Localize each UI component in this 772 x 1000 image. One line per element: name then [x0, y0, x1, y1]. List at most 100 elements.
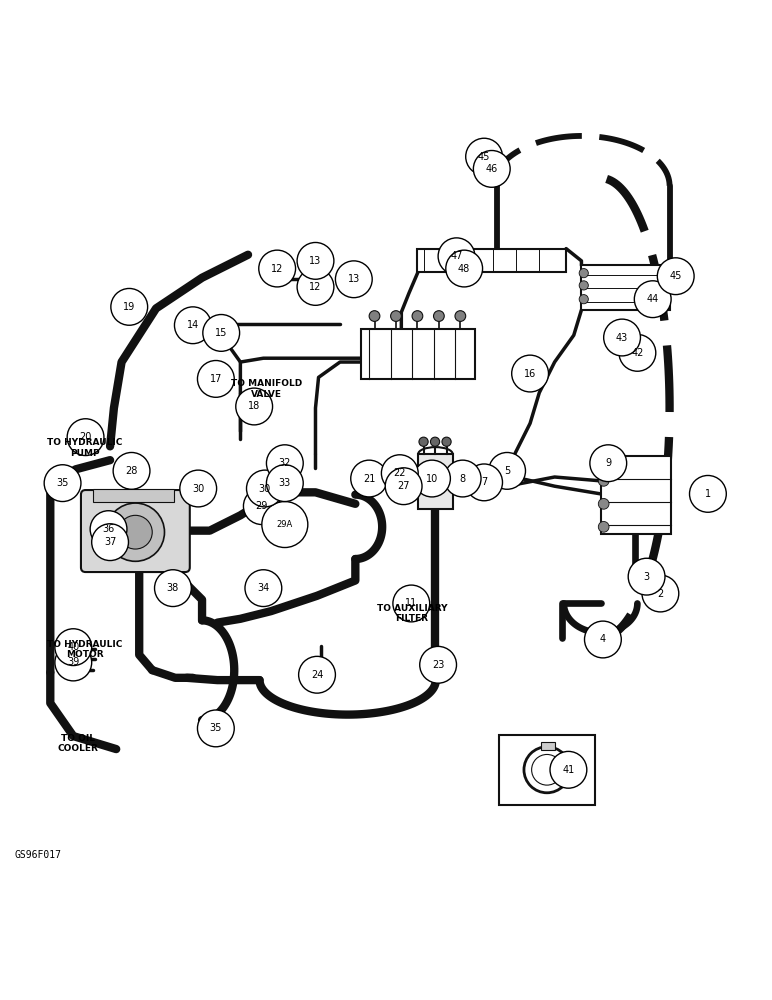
Text: 30: 30 — [259, 484, 271, 494]
Bar — [581, 265, 669, 310]
Circle shape — [689, 475, 726, 512]
Circle shape — [414, 460, 450, 497]
Circle shape — [119, 515, 152, 549]
Text: 46: 46 — [486, 164, 498, 174]
Circle shape — [642, 575, 679, 612]
Text: 3: 3 — [644, 572, 650, 582]
Circle shape — [262, 502, 308, 548]
Text: 35: 35 — [56, 478, 69, 488]
Bar — [418, 454, 452, 509]
Circle shape — [445, 250, 482, 287]
Text: 45: 45 — [669, 271, 682, 281]
Circle shape — [590, 445, 627, 482]
Bar — [541, 742, 554, 750]
Circle shape — [111, 288, 147, 325]
Text: 19: 19 — [123, 302, 135, 312]
Circle shape — [107, 503, 164, 561]
Text: 20: 20 — [80, 432, 92, 442]
Circle shape — [297, 242, 334, 279]
Circle shape — [92, 524, 128, 561]
Circle shape — [442, 437, 451, 446]
Circle shape — [579, 295, 588, 304]
Text: 17: 17 — [210, 374, 222, 384]
Circle shape — [67, 419, 104, 456]
Text: 12: 12 — [310, 282, 322, 292]
Circle shape — [466, 138, 503, 175]
Text: 35: 35 — [210, 723, 222, 733]
Text: 42: 42 — [631, 348, 644, 358]
Bar — [499, 735, 595, 805]
Text: 43: 43 — [616, 333, 628, 343]
Circle shape — [198, 710, 234, 747]
Circle shape — [598, 498, 609, 509]
Text: 4: 4 — [600, 634, 606, 644]
Circle shape — [604, 319, 641, 356]
Text: TO MANIFOLD
VALVE: TO MANIFOLD VALVE — [231, 379, 303, 399]
Text: 7: 7 — [481, 477, 487, 487]
Text: TO AUXILIARY
FILTER: TO AUXILIARY FILTER — [377, 604, 447, 623]
Circle shape — [174, 307, 212, 344]
Text: 13: 13 — [310, 256, 322, 266]
Circle shape — [466, 464, 503, 501]
Circle shape — [299, 656, 335, 693]
Circle shape — [243, 488, 280, 525]
Text: 5: 5 — [504, 466, 510, 476]
Text: 22: 22 — [394, 468, 406, 478]
Circle shape — [154, 570, 191, 607]
Text: 37: 37 — [104, 537, 117, 547]
Text: 15: 15 — [215, 328, 228, 338]
Text: 39: 39 — [67, 657, 80, 667]
Circle shape — [438, 238, 475, 275]
Bar — [361, 329, 475, 379]
Text: 24: 24 — [311, 670, 323, 680]
Text: 13: 13 — [347, 274, 360, 284]
Circle shape — [419, 437, 428, 446]
Circle shape — [489, 452, 526, 489]
Text: 44: 44 — [647, 294, 659, 304]
Circle shape — [245, 570, 282, 607]
Circle shape — [259, 250, 296, 287]
Circle shape — [203, 315, 239, 351]
Text: TO HYDRAULIC
PUMP: TO HYDRAULIC PUMP — [47, 438, 123, 458]
Text: 2: 2 — [657, 589, 663, 599]
Circle shape — [297, 269, 334, 305]
Text: 33: 33 — [279, 478, 291, 488]
Circle shape — [198, 361, 234, 397]
Text: 29: 29 — [256, 501, 268, 511]
FancyBboxPatch shape — [81, 490, 190, 572]
Circle shape — [350, 460, 388, 497]
Circle shape — [393, 585, 430, 622]
Circle shape — [266, 445, 303, 482]
Text: GS96F017: GS96F017 — [14, 850, 61, 860]
Text: TO HYDRAULIC
MOTOR: TO HYDRAULIC MOTOR — [47, 640, 123, 659]
Circle shape — [55, 644, 92, 681]
Text: 9: 9 — [605, 458, 611, 468]
Circle shape — [550, 751, 587, 788]
Text: 47: 47 — [450, 251, 462, 261]
Text: 45: 45 — [478, 152, 490, 162]
Circle shape — [266, 465, 303, 502]
Text: 21: 21 — [363, 474, 375, 484]
Text: 32: 32 — [279, 458, 291, 468]
Circle shape — [635, 281, 671, 318]
Circle shape — [579, 269, 588, 278]
Circle shape — [381, 455, 418, 492]
Text: 48: 48 — [458, 264, 470, 274]
Text: 40: 40 — [67, 642, 80, 652]
Text: 14: 14 — [187, 320, 199, 330]
Circle shape — [584, 621, 621, 658]
Text: 8: 8 — [459, 474, 466, 484]
Circle shape — [579, 281, 588, 290]
Text: 10: 10 — [426, 474, 438, 484]
Text: 36: 36 — [103, 524, 115, 534]
Text: TO OIL
COOLER: TO OIL COOLER — [58, 734, 99, 753]
Bar — [93, 489, 174, 502]
Text: 18: 18 — [248, 401, 260, 411]
Circle shape — [512, 355, 548, 392]
Circle shape — [657, 258, 694, 295]
Circle shape — [391, 311, 401, 321]
Circle shape — [180, 470, 217, 507]
Text: 38: 38 — [167, 583, 179, 593]
Circle shape — [628, 558, 665, 595]
Circle shape — [385, 468, 422, 505]
